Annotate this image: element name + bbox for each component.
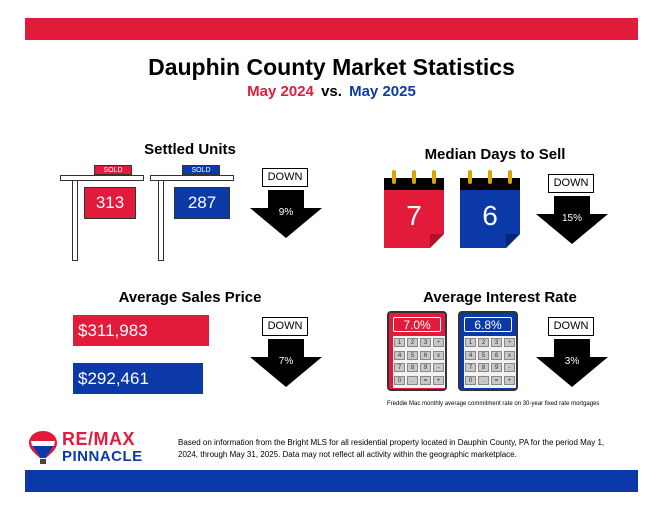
calendar-ring bbox=[412, 170, 416, 184]
balloon-icon bbox=[29, 431, 57, 464]
interest-rate-change: 3% bbox=[564, 356, 580, 367]
calculator-key: 4 bbox=[465, 350, 476, 360]
sold-sign-b: SOLD 287 bbox=[150, 163, 240, 263]
vs-label: vs. bbox=[321, 83, 342, 100]
page-curl-icon bbox=[430, 234, 444, 248]
calculator-b: 6.8% 1 2 3 ÷ 4 5 6 x 7 8 9- 0. = + bbox=[458, 311, 518, 391]
sold-sign-a: SOLD 313 bbox=[60, 163, 150, 263]
calculator-key: 1 bbox=[394, 338, 405, 347]
sign-post bbox=[158, 175, 164, 261]
period-b: May 2025 bbox=[349, 83, 416, 100]
sold-tag: SOLD bbox=[94, 165, 132, 175]
avg-price-value-b: $292,461 bbox=[73, 363, 203, 394]
remax-logo: RE/MAX PINNACLE bbox=[28, 428, 168, 468]
disclaimer: Based on information from the Bright MLS… bbox=[178, 438, 605, 459]
median-days-change: 15% bbox=[561, 213, 582, 224]
avg-price-title: Average Sales Price bbox=[118, 289, 262, 306]
median-days-value-a: 7 bbox=[406, 200, 422, 231]
calculator-key: 0 bbox=[465, 375, 476, 385]
median-days-direction: DOWN bbox=[548, 174, 594, 193]
calculator-key: 9 bbox=[420, 363, 431, 372]
calculator-keypad: 1 2 3 ÷ 4 5 6 x 7 8 9- 0. = + bbox=[464, 336, 516, 388]
calculator-key: 1 bbox=[465, 338, 476, 347]
interest-rate-title: Average Interest Rate bbox=[423, 289, 577, 306]
avg-price-direction: DOWN bbox=[262, 317, 308, 336]
calendar-b: 6 bbox=[460, 170, 520, 250]
calculator-key: - bbox=[504, 363, 515, 372]
sign-post bbox=[72, 175, 78, 261]
calculator-key: 0 bbox=[394, 375, 405, 385]
down-arrow-icon bbox=[250, 339, 322, 387]
calculator-key: 6 bbox=[491, 350, 502, 360]
calendar-ring bbox=[432, 170, 436, 184]
calculator-key: 5 bbox=[478, 350, 489, 360]
median-days-title: Median Days to Sell bbox=[424, 146, 566, 163]
calculator-key: 7 bbox=[465, 363, 476, 372]
avg-price-change: 7% bbox=[278, 356, 294, 367]
calculator-key: 6 bbox=[420, 350, 431, 360]
calculator-key: 3 bbox=[491, 338, 502, 347]
down-arrow-icon bbox=[536, 196, 608, 244]
calculator-key: + bbox=[433, 375, 444, 385]
avg-price-value-a: $311,983 bbox=[73, 315, 209, 346]
interest-rate-value-b: 6.8% bbox=[464, 317, 512, 332]
interest-rate-value-a: 7.0% bbox=[393, 317, 441, 332]
sign-arm bbox=[60, 175, 144, 181]
calendar-a: 7 bbox=[384, 170, 444, 250]
calculator-key: = bbox=[420, 375, 431, 385]
calculator-key: 7 bbox=[394, 363, 405, 372]
calculator-key: 2 bbox=[478, 338, 489, 347]
calculator-key: x bbox=[504, 350, 515, 360]
settled-units-direction: DOWN bbox=[262, 168, 308, 187]
page-subtitle: May 2024 vs. May 2025 bbox=[0, 83, 663, 100]
calculator-key: - bbox=[433, 363, 444, 372]
median-days-value-b: 6 bbox=[482, 200, 498, 231]
calculator-key: 3 bbox=[420, 338, 431, 347]
down-arrow-icon bbox=[536, 339, 608, 387]
settled-units-change: 9% bbox=[278, 207, 294, 218]
page-title: Dauphin County Market Statistics bbox=[148, 54, 515, 80]
interest-rate-footnote: Freddie Mac monthly average commitment r… bbox=[387, 401, 600, 407]
calculator-key: x bbox=[433, 350, 444, 360]
calculator-keypad: 1 2 3 ÷ 4 5 6 x 7 8 9- 0. = + bbox=[393, 336, 445, 388]
calendar-ring bbox=[488, 170, 492, 184]
calculator-key: 2 bbox=[407, 338, 418, 347]
calendar-header bbox=[384, 178, 444, 190]
settled-units-value-a: 313 bbox=[84, 187, 136, 219]
calculator-key: 8 bbox=[407, 363, 418, 372]
logo-line2: PINNACLE bbox=[62, 448, 143, 465]
logo-line1: RE/MAX bbox=[62, 429, 136, 449]
interest-rate-direction: DOWN bbox=[548, 317, 594, 336]
settled-units-title: Settled Units bbox=[144, 141, 236, 158]
calculator-key: 4 bbox=[394, 350, 405, 360]
bottom-blue-bar bbox=[25, 470, 638, 492]
calendar-ring bbox=[508, 170, 512, 184]
calculator-a: 7.0% 1 2 3 ÷ 4 5 6 x 7 8 9- 0. = + bbox=[387, 311, 447, 391]
calculator-key: ÷ bbox=[433, 338, 444, 347]
calculator-key: . bbox=[407, 375, 418, 385]
sold-tag: SOLD bbox=[182, 165, 220, 175]
period-a: May 2024 bbox=[247, 83, 314, 100]
calculator-key: 9 bbox=[491, 363, 502, 372]
top-red-bar bbox=[25, 18, 638, 40]
calculator-key: . bbox=[478, 375, 489, 385]
page-curl-icon bbox=[506, 234, 520, 248]
calendar-ring bbox=[468, 170, 472, 184]
calendar-header bbox=[460, 178, 520, 190]
down-arrow-icon bbox=[250, 190, 322, 238]
calculator-key: ÷ bbox=[504, 338, 515, 347]
calculator-key: 8 bbox=[478, 363, 489, 372]
calculator-key: = bbox=[491, 375, 502, 385]
calculator-key: 5 bbox=[407, 350, 418, 360]
calculator-key: + bbox=[504, 375, 515, 385]
sign-arm bbox=[150, 175, 234, 181]
calendar-ring bbox=[392, 170, 396, 184]
settled-units-value-b: 287 bbox=[174, 187, 230, 219]
